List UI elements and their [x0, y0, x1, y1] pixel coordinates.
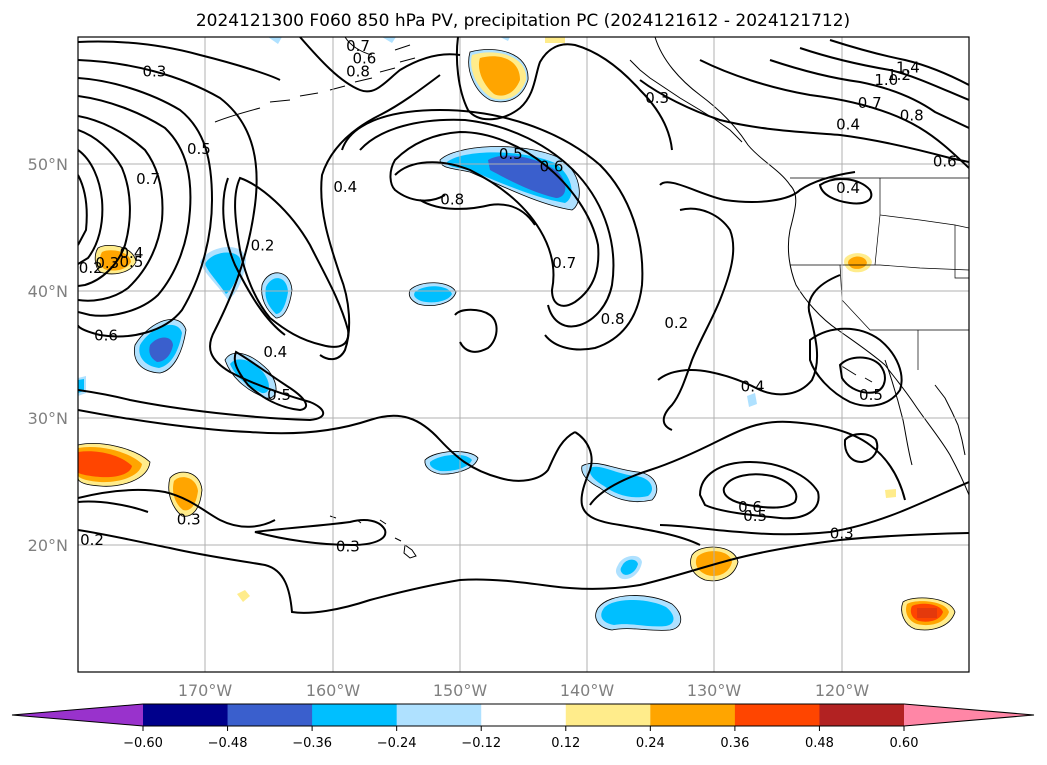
precip-shading: [78, 37, 955, 631]
contour-label: 0.2: [664, 314, 688, 332]
contour-label: 0.3: [177, 511, 201, 529]
pv-contours: [78, 37, 969, 614]
longitude-labels: 170°W 160°W 150°W 140°W 130°W 120°W: [178, 681, 870, 700]
contour-label: 0.5: [743, 507, 767, 525]
colorbar-tick-label: −0.12: [461, 736, 501, 751]
contour-label: 0.3: [830, 525, 854, 543]
contour-label: 1.4: [896, 58, 920, 76]
contour-label: 0.7: [552, 254, 576, 272]
contour-label: 0.8: [440, 191, 464, 209]
colorbar-tick-label: −0.24: [377, 736, 417, 751]
contour-label: 0.3: [645, 89, 669, 107]
lon-label-130w: 130°W: [687, 681, 742, 700]
contour-label: 0.8: [346, 62, 370, 80]
colorbar-swatch: [396, 704, 482, 726]
colorbar-swatch: [565, 704, 651, 726]
contour-label: 0.7: [858, 94, 882, 112]
contour-label: 0.2: [251, 236, 275, 254]
country-borders: [790, 177, 969, 370]
colorbar-tick-label: 0.12: [551, 736, 580, 751]
map-title: 2024121300 F060 850 hPa PV, precipitatio…: [196, 11, 850, 31]
contour-label: 0.5: [187, 140, 211, 158]
contour-label: 0.5: [120, 253, 144, 271]
colorbar: −0.60 −0.48 −0.36 −0.24 −0.12 0.12 0.24 0.36 0.4…: [11, 703, 1035, 751]
lon-label-170w: 170°W: [178, 681, 233, 700]
colorbar-tick-label: −0.48: [208, 736, 248, 751]
precip-outlines: [78, 49, 956, 631]
map-frame: [77, 36, 970, 673]
colorbar-arrow-min: [12, 704, 143, 726]
contour-label: 0.4: [263, 343, 287, 361]
colorbar-swatch: [312, 704, 398, 726]
contour-label: 0.3: [142, 62, 166, 80]
contour-label: 1.2: [887, 66, 911, 84]
latitude-labels: 50°N 40°N 30°N 20°N: [28, 155, 68, 555]
colorbar-tick-label: 0.60: [890, 736, 919, 751]
contour-label: 0.5: [267, 386, 291, 404]
colorbar-swatch: [819, 704, 905, 726]
colorbar-arrow-max: [904, 704, 1034, 726]
contour-label: 0.4: [333, 178, 357, 196]
contour-label: 0.4: [836, 116, 860, 134]
lat-label-20n: 20°N: [28, 536, 68, 555]
lon-label-120w: 120°W: [815, 681, 870, 700]
colorbar-tick-label: 0.36: [720, 736, 749, 751]
colorbar-swatch: [650, 704, 736, 726]
contour-label: 0.6: [94, 326, 118, 344]
contour-label: 0.4: [741, 377, 765, 395]
colorbar-tick-label: −0.60: [123, 736, 163, 751]
colorbar-tick-label: 0.24: [636, 736, 665, 751]
colorbar-swatch: [143, 704, 229, 726]
contour-label: 0.6: [352, 50, 376, 68]
contour-label: 0.4: [120, 244, 144, 262]
lat-label-30n: 30°N: [28, 409, 68, 428]
contour-label: 0.7: [136, 170, 160, 188]
lon-label-140w: 140°W: [560, 681, 615, 700]
lon-label-150w: 150°W: [433, 681, 488, 700]
colorbar-tick-label: 0.48: [805, 736, 834, 751]
contour-label: 0.4: [836, 179, 860, 197]
contour-label: 0.5: [499, 145, 523, 163]
lat-label-40n: 40°N: [28, 282, 68, 301]
map-area: 0.30.70.60.80.50.7 0.40.20.20.3 0.50.40.60…: [78, 37, 969, 672]
contour-label: 0.8: [601, 310, 625, 328]
contour-label: 1.0: [874, 71, 898, 89]
contour-label: 0.2: [80, 531, 104, 549]
contour-label: 0.6: [738, 498, 762, 516]
contour-label: 0.7: [346, 37, 370, 55]
contour-label: 0.6: [933, 152, 957, 170]
colorbar-swatch: [734, 704, 820, 726]
contour-label: 0.3: [95, 254, 119, 272]
lon-label-160w: 160°W: [306, 681, 361, 700]
contour-label: 0.5: [859, 386, 883, 404]
lat-label-50n: 50°N: [28, 155, 68, 174]
contour-label: 0.8: [900, 107, 924, 125]
colorbar-swatch: [481, 704, 567, 726]
colorbar-swatch: [227, 704, 313, 726]
contour-label: 0.3: [336, 537, 360, 555]
contour-label: 0.2: [79, 259, 103, 277]
colorbar-tick-label: −0.36: [292, 736, 332, 751]
contour-labels: 0.30.70.60.80.50.7 0.40.20.20.3 0.50.40.60…: [79, 37, 957, 555]
contour-label: 0.6: [540, 158, 564, 176]
graticule: [78, 37, 969, 672]
